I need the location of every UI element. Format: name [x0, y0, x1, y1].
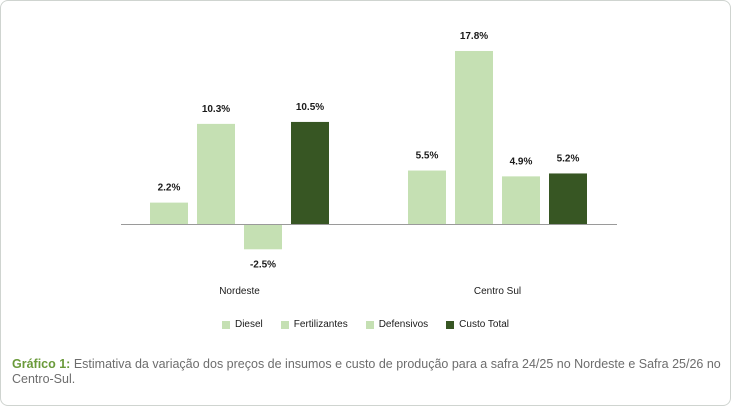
value-label-nordeste-fertilizantes: 10.3% [202, 104, 230, 115]
legend-item-defensivos: Defensivos [365, 319, 429, 330]
legend: Diesel Fertilizantes Defensivos Custo Total [0, 319, 731, 330]
legend-item-fertilizantes: Fertilizantes [280, 319, 348, 330]
figure-caption: Gráfico 1: Estimativa da variação dos pr… [12, 357, 722, 387]
legend-swatch [446, 320, 455, 329]
category-label-centro-sul: Centro Sul [474, 286, 521, 297]
category-labels-layer: Nordeste Centro Sul [219, 286, 521, 297]
bar-nordeste-fertilizantes [197, 123, 235, 224]
bar-centro-sul-fertilizantes [455, 50, 493, 224]
legend-item-diesel: Diesel [221, 319, 263, 330]
bar-centro-sul-diesel [408, 170, 446, 224]
value-label-nordeste-defensivos: -2.5% [250, 259, 276, 270]
legend-label: Custo Total [459, 319, 509, 330]
value-label-centro-sul-defensivos: 4.9% [510, 156, 533, 167]
bar-centro-sul-custo-total [549, 173, 587, 224]
caption-text: Estimativa da variação dos preços de ins… [12, 357, 721, 386]
legend-label: Diesel [234, 319, 263, 330]
legend-swatch [280, 320, 289, 329]
caption-label: Gráfico 1: [12, 357, 71, 371]
bar-nordeste-custo-total [291, 121, 329, 224]
legend-label: Defensivos [378, 319, 429, 330]
legend-swatch [221, 320, 230, 329]
category-label-nordeste: Nordeste [219, 286, 260, 297]
bars-layer [150, 50, 587, 250]
value-labels-layer: 2.2% 10.3% -2.5% 10.5% 5.5% 17.8% 4.9% 5.2% [158, 31, 580, 270]
value-label-centro-sul-fertilizantes: 17.8% [460, 31, 488, 42]
value-label-centro-sul-custo-total: 5.2% [557, 153, 580, 164]
legend-item-custo-total: Custo Total [446, 319, 509, 330]
legend-label: Fertilizantes [293, 319, 348, 330]
value-label-centro-sul-diesel: 5.5% [416, 151, 439, 162]
bar-nordeste-defensivos [244, 225, 282, 250]
legend-swatch [365, 320, 374, 329]
value-label-nordeste-diesel: 2.2% [158, 183, 181, 194]
value-label-nordeste-custo-total: 10.5% [296, 102, 324, 113]
bar-nordeste-diesel [150, 202, 188, 224]
bar-centro-sul-defensivos [502, 176, 540, 224]
